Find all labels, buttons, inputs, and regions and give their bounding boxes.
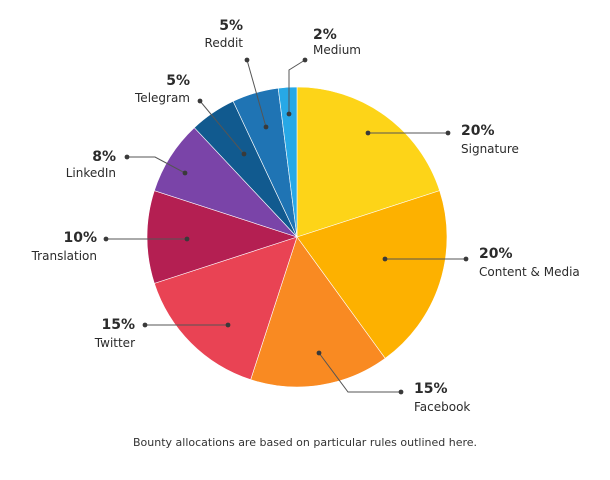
leader-line xyxy=(288,59,306,114)
pie-slice-twitter xyxy=(153,236,298,381)
leader-dot xyxy=(197,98,203,104)
slice-category-label: Medium xyxy=(313,43,361,57)
pie-slice-translation xyxy=(146,190,298,284)
slice-percent-label: 2% xyxy=(313,27,337,43)
slice-percent-label: 15% xyxy=(101,317,135,333)
slice-category-label: Facebook xyxy=(414,400,470,414)
leader-line xyxy=(199,100,245,155)
slice-category-label: Translation xyxy=(31,249,97,263)
leader-dot xyxy=(463,256,469,262)
leader-dot xyxy=(124,154,130,160)
slice-category-label: Content & Media xyxy=(479,265,580,279)
pie-slice-content-media xyxy=(296,190,448,359)
slice-percent-label: 8% xyxy=(92,149,116,165)
slice-category-label: Telegram xyxy=(134,91,190,105)
pie-slice-signature xyxy=(296,86,441,238)
leader-dot xyxy=(263,124,269,130)
leader-line xyxy=(246,59,267,128)
leader-dot xyxy=(398,389,404,395)
slice-percent-label: 20% xyxy=(461,123,495,139)
leader-dot xyxy=(184,236,190,242)
leader-dot xyxy=(302,57,308,63)
slice-percent-label: 10% xyxy=(63,230,97,246)
slice-category-label: LinkedIn xyxy=(66,166,116,180)
slice-percent-label: 5% xyxy=(166,73,190,89)
slice-percent-label: 15% xyxy=(414,381,448,397)
leader-line xyxy=(127,156,186,174)
pie-slices xyxy=(146,86,448,388)
leader-dot xyxy=(244,57,250,63)
slice-category-label: Reddit xyxy=(205,36,244,50)
slice-percent-label: 20% xyxy=(479,246,513,262)
slice-labels: 20% Signature 20% Content & Media 15% Faceboo… xyxy=(31,18,580,414)
leader-dot xyxy=(382,256,388,262)
slice-category-label: Signature xyxy=(461,142,519,156)
pie-slice-medium xyxy=(277,86,298,238)
leader-line xyxy=(318,352,401,393)
leader-dot xyxy=(182,170,188,176)
leader-dot xyxy=(445,130,451,136)
leader-dot xyxy=(316,350,322,356)
slice-category-label: Twitter xyxy=(94,336,135,350)
leader-lines xyxy=(103,57,469,395)
leader-dot xyxy=(103,236,109,242)
chart-caption: Bounty allocations are based on particul… xyxy=(132,436,478,449)
pie-slice-facebook xyxy=(250,236,386,388)
leader-dot xyxy=(286,111,292,117)
leader-dot xyxy=(225,322,231,328)
leader-dot xyxy=(241,151,247,157)
slice-percent-label: 5% xyxy=(219,18,243,34)
leader-dot xyxy=(142,322,148,328)
leader-dot xyxy=(365,130,371,136)
